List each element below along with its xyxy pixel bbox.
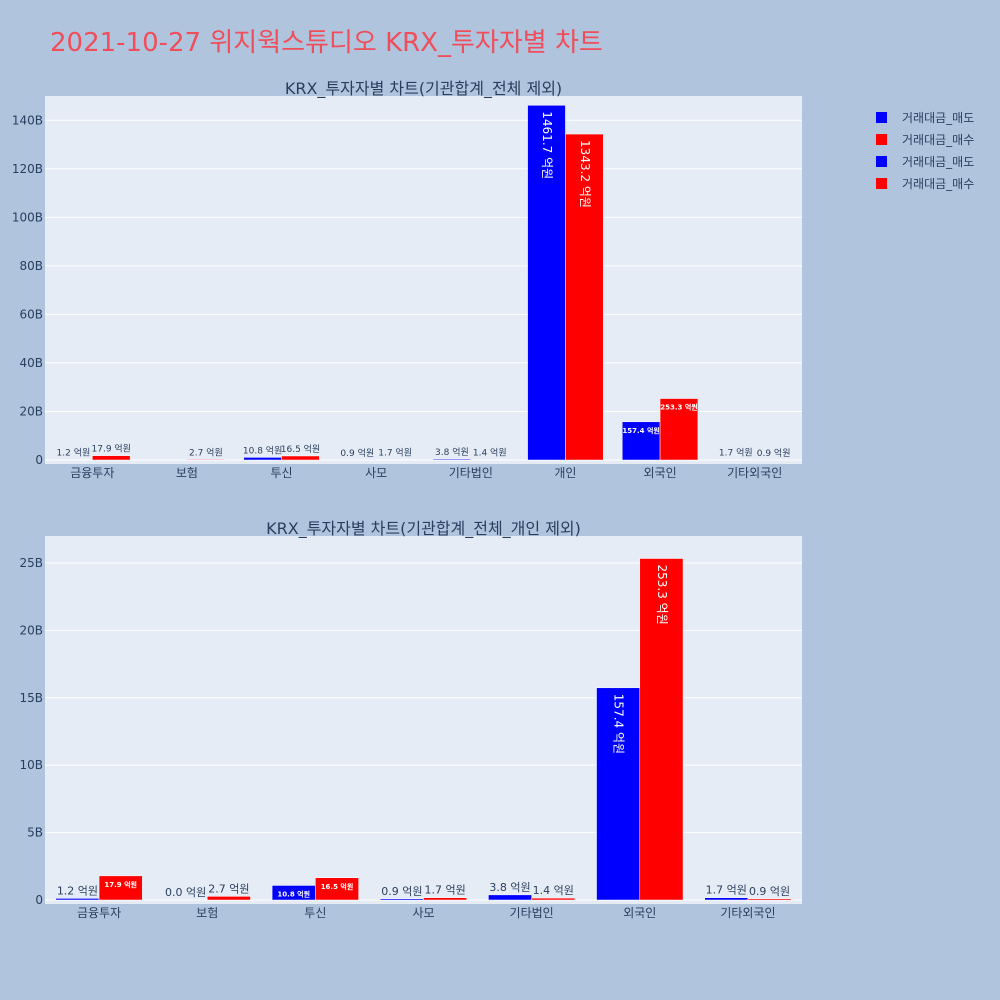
- plot-area: [45, 536, 802, 904]
- legend-label: 거래대금_매도: [902, 154, 975, 169]
- bar: [92, 455, 131, 461]
- data-label: 253.3 억원: [660, 403, 697, 412]
- data-label: 1343.2 억원: [578, 140, 592, 208]
- bar: [596, 687, 641, 901]
- data-label: 157.4 억원: [622, 426, 659, 435]
- data-label: 1.7 억원: [425, 884, 466, 897]
- x-tick-label: 금융투자: [70, 466, 114, 480]
- y-tick-label: 15B: [19, 691, 43, 705]
- data-label: 1.7 억원: [378, 447, 412, 459]
- x-tick-label: 보험: [176, 466, 198, 480]
- y-tick-label: 120B: [12, 162, 43, 176]
- data-label: 0.9 억원: [757, 447, 791, 459]
- bar: [639, 558, 684, 901]
- legend-item[interactable]: 거래대금_매수: [876, 172, 974, 194]
- data-label: 17.9 억원: [104, 880, 137, 889]
- x-tick-label: 사모: [412, 906, 434, 920]
- y-tick-label: 80B: [19, 259, 43, 273]
- x-tick-label: 투신: [304, 906, 326, 920]
- data-label: 1.7 억원: [719, 447, 753, 459]
- data-label: 1.2 억원: [57, 884, 98, 897]
- y-tick-label: 140B: [12, 113, 43, 127]
- y-tick-label: 25B: [19, 556, 43, 570]
- data-label: 0.9 억원: [749, 885, 790, 898]
- data-label: 1.4 억원: [533, 884, 574, 897]
- bar: [315, 877, 359, 901]
- bar: [55, 898, 100, 901]
- data-label: 3.8 억원: [435, 446, 469, 458]
- data-label: 3.8 억원: [489, 881, 530, 894]
- legend-label: 거래대금_매수: [902, 132, 975, 147]
- legend-swatch: [876, 155, 887, 167]
- x-tick-label: 금융투자: [77, 906, 121, 920]
- bar: [488, 894, 532, 901]
- x-tick-label: 외국인: [644, 466, 677, 480]
- y-tick-label: 60B: [19, 307, 43, 321]
- y-tick-label: 20B: [19, 623, 43, 637]
- data-label: 1.2 억원: [57, 447, 91, 459]
- x-tick-label: 기타외국인: [727, 466, 782, 480]
- bar: [379, 898, 424, 901]
- bar: [243, 457, 282, 461]
- data-label: 1461.7 억원: [540, 111, 554, 179]
- x-tick-label: 보험: [196, 906, 218, 920]
- legend-swatch: [876, 133, 887, 145]
- data-label: 0.0 억원: [165, 886, 206, 899]
- data-label: 10.8 억원: [243, 444, 282, 456]
- data-label: 16.5 억원: [281, 443, 320, 455]
- data-label: 2.7 억원: [189, 446, 223, 458]
- legend-item[interactable]: 거래대금_매도: [876, 106, 974, 128]
- bar: [206, 896, 251, 901]
- x-tick-label: 기타외국인: [720, 906, 775, 920]
- bar: [281, 455, 320, 461]
- y-tick-label: 0: [35, 453, 43, 467]
- data-label: 253.3 억원: [655, 565, 669, 625]
- y-tick-label: 0: [35, 893, 43, 907]
- data-label: 16.5 억원: [321, 882, 354, 891]
- chart-title: KRX_투자자별 차트(기관합계_전체_개인 제외): [266, 519, 581, 539]
- chart-title: KRX_투자자별 차트(기관합계_전체 제외): [285, 79, 562, 99]
- legend-item[interactable]: 거래대금_매수: [876, 128, 974, 150]
- bar: [98, 875, 143, 901]
- legend-label: 거래대금_매수: [902, 176, 975, 191]
- y-tick-label: 100B: [12, 210, 43, 224]
- data-label: 2.7 억원: [208, 882, 249, 895]
- y-tick-label: 40B: [19, 356, 43, 370]
- x-tick-label: 개인: [554, 466, 576, 480]
- data-label: 17.9 억원: [92, 443, 131, 455]
- legend[interactable]: 거래대금_매도 거래대금_매수 거래대금_매도 거래대금_매수: [876, 106, 974, 194]
- bar: [531, 897, 576, 901]
- bar: [186, 459, 226, 461]
- legend-swatch: [876, 111, 887, 123]
- x-tick-label: 투신: [271, 466, 293, 480]
- bar: [621, 421, 661, 461]
- y-tick-label: 5B: [27, 826, 43, 840]
- x-tick-label: 사모: [365, 466, 387, 480]
- bar: [659, 398, 699, 461]
- x-tick-label: 외국인: [623, 906, 656, 920]
- y-tick-label: 10B: [19, 758, 43, 772]
- data-label: 1.7 억원: [706, 884, 747, 897]
- x-tick-label: 기타법인: [449, 466, 493, 480]
- legend-label: 거래대금_매도: [902, 110, 975, 125]
- data-label: 1.4 억원: [473, 447, 507, 459]
- page-title: 2021-10-27 위지웍스튜디오 KRX_투자자별 차트: [50, 28, 603, 58]
- bar: [423, 897, 468, 901]
- data-label: 0.9 억원: [381, 885, 422, 898]
- data-label: 10.8 억원: [277, 889, 310, 898]
- x-tick-label: 기타법인: [510, 906, 554, 920]
- legend-item[interactable]: 거래대금_매도: [876, 150, 974, 172]
- data-label: 0.9 억원: [340, 447, 374, 459]
- bar: [432, 458, 472, 461]
- bar: [704, 897, 749, 901]
- legend-swatch: [876, 177, 887, 189]
- bar: [565, 133, 604, 461]
- bar: [747, 898, 792, 901]
- data-label: 157.4 억원: [612, 694, 626, 754]
- y-tick-label: 20B: [19, 404, 43, 418]
